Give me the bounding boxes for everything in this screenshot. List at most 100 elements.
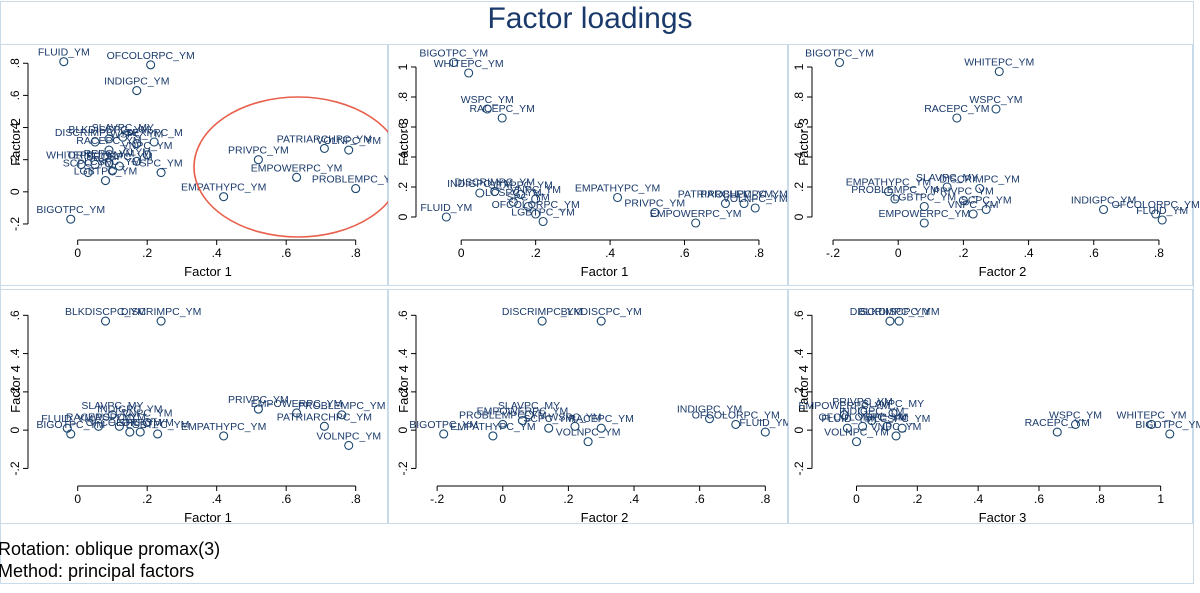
data-point [107,166,117,176]
point-label: BIGOTPC_YM [1135,419,1200,431]
point-label: INDIGPC_YM [839,406,904,418]
point-label: VNPC_YM [871,421,922,433]
data-point [292,172,302,182]
y-tick-label: .6 [792,122,806,132]
x-tick-label: .6 [281,492,291,506]
y-tick-label: 1 [792,63,806,70]
point-label: WSPC_YM [461,94,514,106]
point-label: LGBTPC_YM [892,192,956,204]
data-point [1151,209,1161,219]
point-label: SLAVPC_MY [498,400,560,412]
point-label: REPC_YM [84,148,135,160]
point-label: SCPC_YM [63,158,114,170]
data-point [449,57,459,68]
y-tick-label: .6 [792,310,806,320]
x-tick-label: 0 [458,246,465,260]
point-label: PRIVPC_YM [933,186,994,198]
data-point [59,57,69,67]
data-point [464,68,474,78]
point-label: EMPATHYPC_YM [575,183,660,195]
x-tick-label: .6 [695,492,705,506]
y-tick-label: 0 [792,426,806,433]
data-point [93,421,104,431]
y-tick-label: .6 [8,90,22,100]
data-point [125,427,135,437]
data-point [942,182,952,192]
data-point [691,218,701,228]
data-point [891,431,901,441]
y-tick-label: -.2 [8,461,22,475]
data-point [153,429,163,439]
data-point [842,423,852,433]
data-point [337,410,347,420]
point-label: SLAVPC_MY [862,398,924,410]
point-label: EMPOWERPC_YM [477,406,569,418]
point-label: RACEPC_YM [76,135,141,147]
y-tick-label: 0 [792,213,806,220]
y-tick-label: 1 [396,63,410,70]
data-point [156,167,166,178]
point-label: WHITEPC_YM [964,57,1034,69]
data-point [66,214,76,224]
point-label: BIGOTPC_YM [36,419,105,431]
data-point [731,419,741,429]
x-tick-label: 1 [1157,492,1164,506]
point-label: RACEPC_YM [1025,417,1090,429]
point-label: BLKDISCPC_YM [68,124,149,136]
data-point [497,113,507,123]
point-label: VOLNPC_YM [316,430,381,442]
data-point [219,431,229,441]
point-label: LCSPC_YM [84,156,141,168]
panel-border [788,289,1193,524]
data-point [488,431,498,441]
point-label: LGBTPC_YM [74,166,138,178]
data-point [292,408,302,418]
y-tick-label: .4 [396,348,410,358]
x-axis-title: Factor 1 [581,264,629,279]
rotation-note: Rotation: oblique promax(3) [0,539,221,559]
data-point [835,57,845,68]
y-tick-label: .2 [792,387,806,397]
point-label: WHITEPC_YM [1117,409,1187,421]
point-label: RACEPC_YM [469,103,534,115]
point-label: FLUID_YM [38,47,90,59]
point-label: RACEPC_YM [569,413,634,425]
panel-border [788,44,1193,286]
y-tick-label: .8 [792,92,806,102]
point-label: BLKDISCPC_YM [859,306,940,318]
point-label: SEXPPC_YM [489,180,553,192]
y-tick-label: -.2 [396,461,410,475]
data-point [66,429,76,439]
point-label: SLAVPC_MY [92,122,154,134]
x-tick-label: .8 [351,492,361,506]
point-label: INDIGPC_YM [1071,195,1136,207]
point-label: INDIGPC_YM [97,404,162,416]
data-point [114,161,124,171]
x-tick-label: .2 [563,492,573,506]
panel-4: 0 .2 .4 .6 .8 -.2 0 .2 .4 .6 Factor 1 Factor 4 BLKDI… [0,289,388,525]
data-point [596,423,606,433]
x-tick-label: .6 [680,246,690,260]
y-axis-title: Factor 3 [796,118,811,166]
data-point [142,150,152,160]
point-label: WSPC_YM [969,94,1022,106]
data-point [351,184,361,194]
y-tick-label: .4 [396,152,410,162]
y-tick-label: .2 [8,154,22,164]
data-point [104,145,114,155]
point-label: INDIGPC_YM [104,76,169,88]
point-label: SPC_YM [139,158,182,170]
data-point [219,192,229,202]
y-axis-title: Factor 4 [796,365,811,413]
x-tick-label: .4 [629,492,639,506]
point-label: OFCOLORPC_YM [107,50,195,62]
y-axis-title: Factor 2 [8,118,23,166]
data-point [100,176,111,186]
data-point [104,134,114,144]
y-tick-label: 0 [8,188,22,195]
point-label: BIGOTPC_YM [419,48,488,60]
